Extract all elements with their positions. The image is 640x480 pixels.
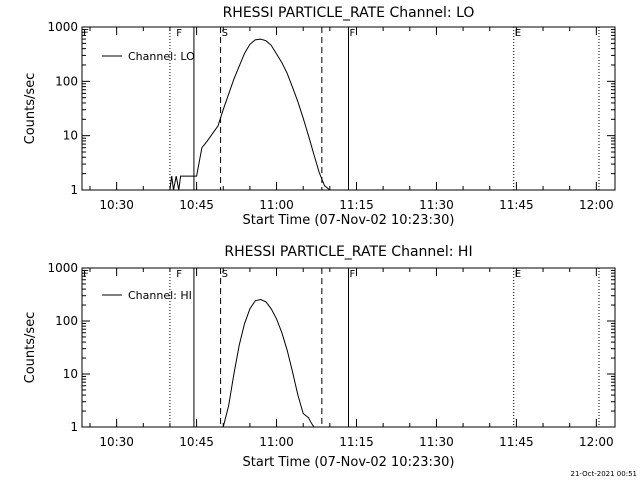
y-tick-label: 1000: [47, 261, 78, 275]
panel-hi: RHESSI PARTICLE_RATE Channel: HI 1 10 100 10…: [23, 244, 616, 470]
x-tick-label: 12:00: [579, 198, 614, 212]
event-marker-label: E: [515, 28, 521, 39]
x-tick-label: 11:15: [339, 198, 374, 212]
x-axis-label: Start Time (07-Nov-02 10:23:30): [243, 455, 455, 470]
x-tick-label: 10:45: [179, 198, 214, 212]
chart-title: RHESSI PARTICLE_RATE Channel: HI: [224, 244, 472, 260]
x-tick-label: 10:30: [99, 435, 134, 449]
event-marker-label: F: [83, 269, 89, 280]
event-marker-label: S: [222, 269, 228, 280]
y-tick-label: 10: [63, 367, 78, 381]
y-axis-label: Counts/sec: [23, 73, 38, 145]
legend-label: Channel: LO: [128, 50, 195, 63]
x-tick-label: 12:00: [579, 435, 614, 449]
y-axis-label: Counts/sec: [23, 312, 38, 384]
y-tick-label: 100: [55, 314, 78, 328]
chart-title: RHESSI PARTICLE_RATE Channel: LO: [223, 5, 475, 21]
x-tick-label: 11:30: [419, 198, 454, 212]
x-tick-label: 11:30: [419, 435, 454, 449]
x-axis-label: Start Time (07-Nov-02 10:23:30): [243, 213, 455, 228]
y-tick-label: 1: [70, 183, 78, 197]
plot-timestamp: 21-Oct-2021 00:51: [571, 470, 637, 478]
event-marker-label: F: [350, 28, 356, 39]
event-marker-label: F: [350, 269, 356, 280]
legend-label: Channel: HI: [128, 289, 192, 302]
y-tick-label: 1: [70, 420, 78, 434]
event-marker-label: E: [515, 269, 521, 280]
x-tick-label: 11:45: [499, 198, 534, 212]
event-marker-label: F: [176, 269, 182, 280]
x-tick-label: 10:45: [179, 435, 214, 449]
event-marker-label: S: [222, 28, 228, 39]
y-tick-label: 10: [63, 129, 78, 143]
series-line: [169, 38, 331, 191]
x-tick-label: 11:00: [259, 435, 294, 449]
series-line: [222, 298, 315, 428]
event-marker-label: F: [176, 28, 182, 39]
panel-lo: RHESSI PARTICLE_RATE Channel: LO 1 10 100 10…: [23, 5, 616, 228]
y-tick-label: 1000: [47, 20, 78, 34]
event-marker-label: F: [83, 28, 89, 39]
x-tick-label: 11:45: [499, 435, 534, 449]
y-tick-label: 100: [55, 74, 78, 88]
x-tick-label: 11:00: [259, 198, 294, 212]
x-tick-label: 11:15: [339, 435, 374, 449]
x-tick-label: 10:30: [99, 198, 134, 212]
